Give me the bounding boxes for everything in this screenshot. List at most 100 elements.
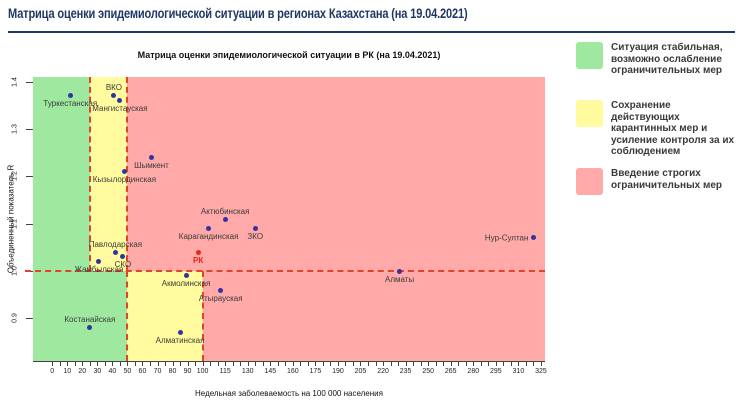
x-tick-220 xyxy=(383,362,385,366)
threshold-line-x100-lower xyxy=(201,271,204,361)
threshold-line-r xyxy=(25,270,545,273)
x-tick-85 xyxy=(180,362,182,366)
data-point-label-Мангистауская: Мангистауская xyxy=(92,104,148,114)
x-tick-label-40: 40 xyxy=(108,368,117,375)
legend-swatch-green xyxy=(576,42,603,69)
x-tick-label-90: 90 xyxy=(183,368,192,375)
zone-yellow-upper xyxy=(89,77,128,272)
x-tick-295 xyxy=(495,362,497,366)
x-tick-label-280: 280 xyxy=(467,368,480,375)
x-tick-label-265: 265 xyxy=(444,368,457,375)
x-tick-275 xyxy=(465,362,467,366)
data-point-Шымкент xyxy=(148,154,154,160)
data-point-Павлодарская xyxy=(112,249,118,255)
data-point-РК xyxy=(195,249,201,255)
data-point-Костанайская xyxy=(87,325,93,331)
data-point-label-ЗКО: ЗКО xyxy=(247,231,264,241)
data-point-label-Туркестанская: Туркестанская xyxy=(43,99,98,109)
data-point-label-Алматинская: Алматинская xyxy=(155,336,205,346)
x-tick-60 xyxy=(142,362,144,366)
x-tick-55 xyxy=(134,362,136,366)
x-tick-label-30: 30 xyxy=(93,368,102,375)
x-tick-label-190: 190 xyxy=(332,368,344,375)
x-axis: 0 10 20 30 40 50 60 70 80 90 100 115 130 145 160 175 190… xyxy=(33,361,547,383)
x-tick-35 xyxy=(104,362,106,366)
x-tick-label-100: 100 xyxy=(196,368,209,375)
x-tick-145 xyxy=(270,362,272,366)
data-point-label-Атырауская: Атырауская xyxy=(198,293,243,303)
y-tick-1.3 xyxy=(26,129,33,131)
data-point-ЗКО xyxy=(252,225,258,231)
x-tick-label-295: 295 xyxy=(489,368,502,375)
x-tick-225 xyxy=(390,362,392,366)
title-underline xyxy=(8,31,735,33)
x-tick-325 xyxy=(540,362,542,366)
x-axis-line xyxy=(33,361,545,362)
x-tick-90 xyxy=(187,362,189,366)
data-point-Актюбинская xyxy=(222,216,228,222)
legend-item-red: Введение строгих ограничительных мер xyxy=(576,168,722,195)
data-point-label-ВКО: ВКО xyxy=(105,83,122,93)
y-tick-1.4 xyxy=(26,81,33,83)
threshold-line-x50-lower xyxy=(126,271,129,361)
x-tick-240 xyxy=(413,362,415,366)
x-tick-label-50: 50 xyxy=(123,368,132,375)
x-tick-125 xyxy=(240,362,242,366)
x-tick-115 xyxy=(225,362,227,366)
x-tick-255 xyxy=(435,362,437,366)
data-point-Жамбылская xyxy=(96,259,102,265)
legend-swatch-yellow xyxy=(576,100,603,127)
x-tick-45 xyxy=(119,362,121,366)
x-tick-230 xyxy=(398,362,400,366)
x-tick-300 xyxy=(503,362,505,366)
x-tick-label-145: 145 xyxy=(264,368,277,375)
data-point-label-Алматы: Алматы xyxy=(384,274,415,284)
x-tick-200 xyxy=(352,362,354,366)
x-tick-0 xyxy=(52,362,54,366)
x-tick-label-115: 115 xyxy=(219,368,231,375)
y-tick-1.2 xyxy=(26,176,33,178)
x-tick-305 xyxy=(510,362,512,366)
x-axis-title: Недельная заболеваемость на 100 000 насе… xyxy=(195,389,383,398)
x-tick-label-220: 220 xyxy=(377,368,389,375)
zone-yellow-lower xyxy=(127,271,203,361)
x-tick-160 xyxy=(292,362,294,366)
y-tick-label-1.3: 1.3 xyxy=(11,124,19,134)
x-tick-210 xyxy=(368,362,370,366)
x-tick-5 xyxy=(59,362,61,366)
data-point-label-Шымкент: Шымкент xyxy=(134,160,169,170)
x-tick-120 xyxy=(232,362,234,366)
data-point-label-Костанайская: Костанайская xyxy=(64,315,116,325)
chart-title: Матрица оценки эпидемиологической ситуац… xyxy=(137,50,441,60)
data-point-label-Акмолинская: Акмолинская xyxy=(161,279,211,289)
x-tick-15 xyxy=(74,362,76,366)
x-tick-label-310: 310 xyxy=(512,368,525,375)
y-tick-label-0.9: 0.9 xyxy=(11,313,19,324)
y-axis-title: Объединенный показатель R xyxy=(6,164,16,274)
x-tick-10 xyxy=(67,362,69,366)
y-tick-1.1 xyxy=(26,223,33,225)
x-tick-95 xyxy=(195,362,197,366)
x-tick-label-10: 10 xyxy=(63,368,72,375)
x-tick-70 xyxy=(157,362,159,366)
x-tick-label-160: 160 xyxy=(286,368,299,375)
x-tick-130 xyxy=(247,362,249,366)
x-tick-170 xyxy=(307,362,309,366)
x-tick-190 xyxy=(337,362,339,366)
x-tick-20 xyxy=(82,362,84,366)
data-point-label-Кызылординская: Кызылординская xyxy=(92,175,157,185)
x-tick-320 xyxy=(533,362,535,366)
x-tick-label-205: 205 xyxy=(354,368,367,375)
zone-green-upper xyxy=(33,77,90,272)
x-tick-150 xyxy=(277,362,279,366)
zone-green-lower xyxy=(33,271,128,361)
x-tick-245 xyxy=(420,362,422,366)
data-point-label-Павлодарская: Павлодарская xyxy=(88,239,143,249)
x-tick-label-250: 250 xyxy=(422,368,434,375)
x-tick-180 xyxy=(322,362,324,366)
x-tick-280 xyxy=(473,362,475,366)
x-tick-25 xyxy=(89,362,91,366)
x-tick-label-130: 130 xyxy=(241,368,254,375)
x-tick-155 xyxy=(285,362,287,366)
